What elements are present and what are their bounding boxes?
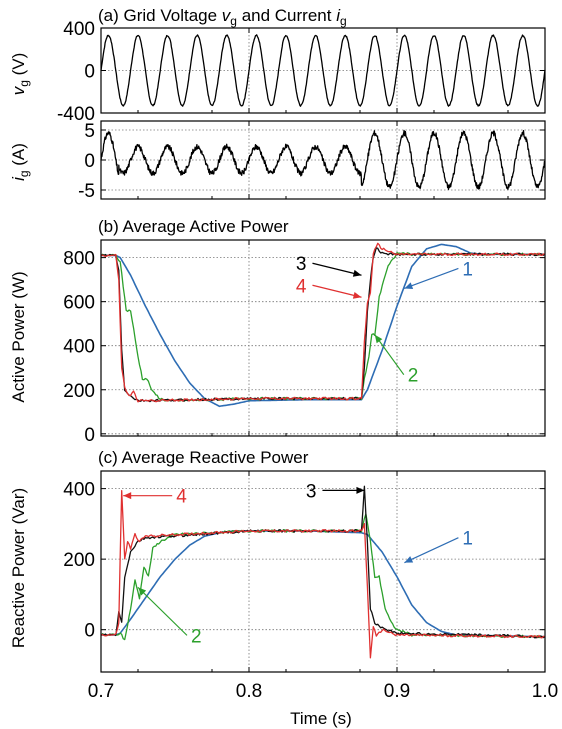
annotation-arrowhead: [352, 269, 362, 277]
panel-b-title: (b) Average Active Power: [98, 217, 289, 236]
series-line-1: [101, 243, 545, 408]
reactive-power-axis-label: Reactive Power (Var): [9, 488, 28, 648]
annotation-label: 4: [296, 276, 307, 297]
y-tick-label: 0: [84, 425, 95, 446]
annotation-arrowhead: [138, 587, 147, 596]
annotation-label: 3: [296, 254, 307, 275]
series-line-4: [100, 242, 546, 403]
plot-area-3: 400 200 0 4 2 3 1: [63, 470, 546, 673]
annotation-arrow: [312, 262, 362, 276]
annotation-label: 2: [408, 366, 419, 387]
plot-frame: [100, 120, 546, 200]
active-power-axis-label: Active Power (W): [9, 271, 28, 402]
annotation-arrowhead: [374, 334, 383, 344]
x-tick-label: 0.8: [236, 681, 262, 702]
voltage-axis-label: vg (V): [9, 53, 31, 96]
y-tick-label: 800: [63, 249, 95, 270]
y-tick-label: 200: [63, 381, 95, 402]
y-tick-label: 600: [63, 293, 95, 314]
annotation-label: 1: [462, 259, 473, 280]
y-tick-label: -5: [78, 181, 95, 202]
current-axis-label: ig (A): [9, 143, 31, 181]
x-tick-label: 0.9: [384, 681, 410, 702]
annotation-arrow: [312, 284, 362, 298]
annotation-arrow: [404, 537, 459, 564]
series-line-3: [100, 485, 546, 639]
y-tick-label: 0: [84, 151, 95, 172]
annotation-arrow: [404, 267, 459, 290]
series-line-2: [100, 513, 546, 641]
series-line-0: [100, 34, 546, 107]
plot-area-1: 5 0 -5: [78, 120, 546, 202]
plot-frame: [100, 27, 546, 114]
plot-area-0: 400 0 -400: [57, 19, 546, 125]
annotation-label: 4: [176, 487, 187, 508]
annotation-arrowhead: [123, 492, 132, 500]
y-tick-label: 400: [63, 337, 95, 358]
annotation-arrowhead: [352, 291, 362, 299]
annotation-label: 2: [191, 626, 202, 647]
plot-area-2: 800 600 400 200 0 34 2 1: [63, 239, 546, 446]
series-line-2: [100, 251, 546, 402]
plot-frame: [100, 239, 546, 437]
series-line-1: [100, 129, 546, 190]
y-tick-label: 200: [63, 550, 95, 571]
panel-a-title: (a) Grid Voltage vg and Current ig: [98, 6, 347, 28]
panel-c-title: (c) Average Reactive Power: [98, 448, 309, 467]
annotation-label: 3: [306, 481, 317, 502]
annotation-label: 1: [462, 529, 473, 550]
annotation-arrow: [374, 334, 405, 376]
series-line-4: [100, 490, 546, 659]
x-tick-label: 0.7: [88, 681, 114, 702]
annotation-arrow: [137, 586, 188, 636]
y-tick-label: 0: [84, 62, 95, 83]
y-tick-label: 5: [84, 121, 95, 142]
plot-frame: [100, 470, 546, 673]
annotation-arrowhead: [404, 556, 414, 563]
panel-grid-voltage: (a) Grid Voltage vg and Current ig vg (V…: [9, 6, 347, 95]
y-tick-label: -400: [57, 104, 95, 125]
series-line-1: [101, 530, 545, 638]
annotation-arrowhead: [356, 486, 365, 494]
y-tick-label: 400: [63, 19, 95, 40]
y-tick-label: 0: [84, 621, 95, 642]
annotation-arrowhead: [404, 282, 414, 289]
y-tick-label: 400: [63, 480, 95, 501]
x-tick-label: 1.0: [532, 681, 558, 702]
time-axis-label: Time (s): [290, 709, 352, 728]
series-line-3: [100, 247, 546, 403]
